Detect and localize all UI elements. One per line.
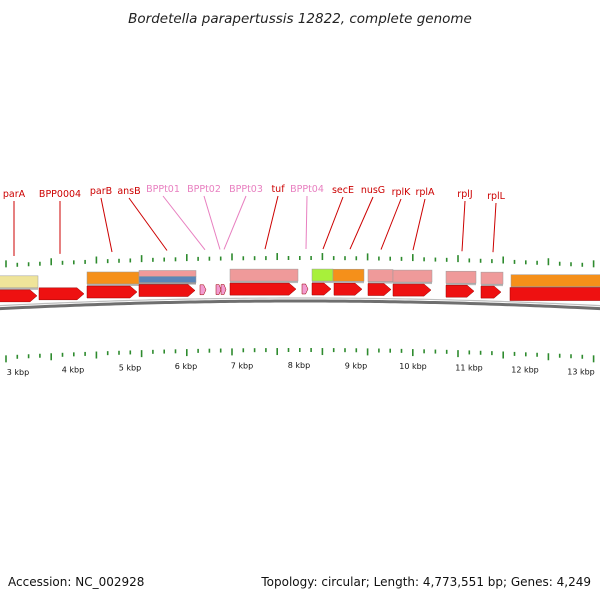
backbone-outer [0,299,600,311]
gene-label-rplk: rplK [392,187,412,198]
label-leader-line [461,200,466,252]
feature-shadow [368,281,393,284]
label-leader-line [162,195,206,251]
label-leader-line [264,195,279,250]
gene-label-bppt04: BPPt04 [290,184,324,195]
label-leader-line [223,195,247,250]
kbp-tick-label: 8 kbp [288,361,310,370]
gene-label-rpla: rplA [415,187,435,198]
kbp-tick-label: 10 kbp [399,362,427,371]
cds-band [509,287,600,301]
gene-label-para: parA [3,189,26,200]
accession-label: Accession: NC_002928 [8,575,144,589]
feature-box [138,276,197,283]
label-leader-line [380,198,402,250]
kbp-tick-label: 12 kbp [511,365,539,374]
feature-box [0,275,39,289]
gene-label-rplj: rplJ [457,189,472,200]
cds-arrow [138,284,196,297]
feature-box [367,269,394,282]
gene-label-bpp0004: BPP0004 [39,189,81,200]
backbone-inner [0,297,600,307]
kbp-tick-label: 9 kbp [345,361,367,370]
feature-shadow [139,282,196,285]
gene-label-sece: secE [332,185,354,196]
feature-box [311,268,334,282]
feature-box [445,270,477,284]
cds-arrow [333,282,363,296]
kbp-tick-label: 13 kbp [567,368,595,377]
label-leader-line [305,195,308,250]
cds-arrow [480,285,502,299]
cds-arrow [367,283,392,296]
feature-track [0,268,600,290]
gene-label-nusg: nusG [361,185,385,196]
label-leader-line [492,202,497,253]
trna-arrow [301,283,309,295]
gene-labels: parA BPP0004 parB ansB BPPt01 BPPt02 BPPt03 tuf… [3,184,506,202]
trna-arrow [220,284,227,295]
feature-box [510,274,600,287]
feature-shadow [230,281,298,284]
feature-box [332,268,365,282]
cds-track [0,282,600,303]
gene-label-ansb: ansB [117,186,140,197]
cds-arrow [38,287,85,301]
genome-summary: Topology: circular; Length: 4,773,551 bp… [260,575,591,589]
trna-arrow [199,284,207,296]
feature-box [138,270,197,277]
label-leader-line [203,195,221,250]
label-leader-line [322,196,344,250]
cds-arrow [445,284,475,298]
gene-label-rpll: rplL [487,191,506,202]
feature-shadow [393,282,432,285]
label-leader-line [349,196,374,250]
cds-arrow [86,285,138,299]
gene-label-parb: parB [90,186,112,197]
feature-shadow [446,283,476,286]
feature-shadow [312,281,333,284]
kbp-tick-label: 4 kbp [62,365,84,374]
cds-arrow [392,283,432,297]
genome-backbone [0,297,600,311]
trna-arrow [215,284,222,295]
kbp-tick-label: 11 kbp [455,363,483,372]
feature-shadow [481,284,503,287]
gene-label-bppt02: BPPt02 [187,184,221,195]
gene-label-bppt01: BPPt01 [146,184,180,195]
feature-shadow [333,281,364,284]
feature-box [480,271,504,285]
feature-shadow [87,283,139,286]
kbp-tick-label: 3 kbp [7,368,29,377]
cds-arrow [0,289,38,303]
feature-box [86,271,140,285]
page-title: Bordetella parapertussis 12822, complete… [128,11,472,27]
label-leader-line [128,197,168,251]
label-leader-line [412,198,426,251]
kbp-tick-label: 6 kbp [175,362,197,371]
gene-label-bppt03: BPPt03 [229,184,263,195]
feature-box [392,269,433,283]
feature-shadow [0,287,38,290]
feature-box [229,268,299,282]
scale-ticks [5,253,595,363]
cds-arrow [229,282,297,296]
label-leader-line [100,197,113,253]
cds-arrow [311,282,332,296]
kbp-tick-label: 5 kbp [119,363,141,372]
gene-label-tuf: tuf [271,184,285,195]
kbp-tick-label: 7 kbp [231,361,253,370]
kbp-labels: 3 kbp 4 kbp 5 kbp 6 kbp 7 kbp 8 kbp 9 kbp 10 kb… [7,361,595,377]
label-leaders [13,195,497,256]
